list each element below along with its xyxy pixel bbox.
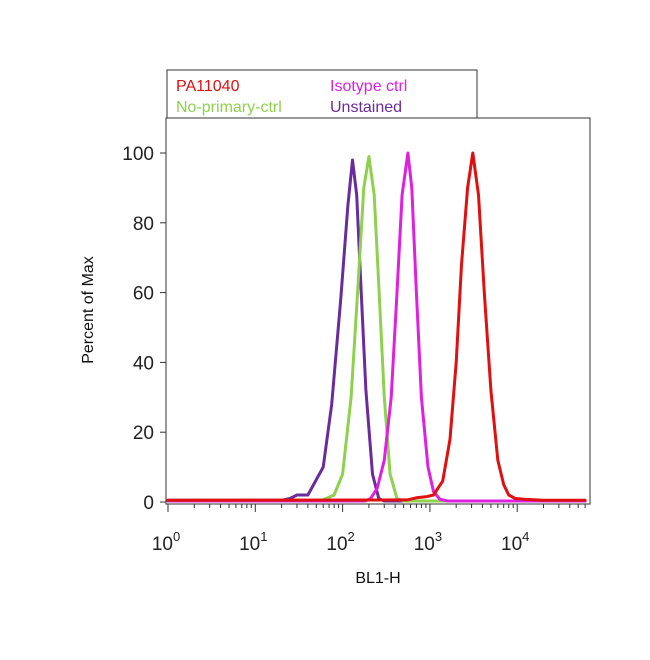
- legend-box: [166, 69, 478, 119]
- x-tick-label: 101: [239, 529, 267, 555]
- x-tick-label: 103: [414, 529, 442, 555]
- y-tick-label: 100: [122, 144, 154, 165]
- legend: PA11040 Isotype ctrl No-primary-ctrl Uns…: [166, 69, 478, 119]
- y-tick-label: 20: [133, 423, 154, 444]
- legend-entry-isotype-ctrl: Isotype ctrl: [330, 78, 407, 95]
- series-line-unstained: [166, 158, 587, 503]
- plot-area: [165, 117, 591, 505]
- x-tick-label: 100: [152, 529, 180, 555]
- series-layer: [166, 151, 587, 503]
- x-axis-label: BL1-H: [355, 570, 400, 587]
- y-tick-label: 60: [133, 284, 154, 305]
- series-line-pa11040: [166, 151, 587, 502]
- y-axis: 0 20 40 60 80 100: [122, 144, 166, 514]
- series-line-no-primary-ctrl: [166, 155, 587, 503]
- series-line-isotype-ctrl: [166, 151, 587, 503]
- legend-entry-pa11040: PA11040: [176, 78, 240, 95]
- legend-entry-unstained: Unstained: [330, 99, 402, 116]
- y-axis-label: Percent of Max: [80, 256, 97, 364]
- x-tick-label: 104: [501, 529, 529, 555]
- y-tick-label: 80: [133, 214, 154, 235]
- x-axis: 100 101 102 103 104: [152, 504, 586, 555]
- legend-entry-no-primary-ctrl: No-primary-ctrl: [176, 99, 282, 116]
- x-tick-label: 102: [326, 529, 354, 555]
- y-tick-label: 0: [143, 493, 154, 514]
- y-tick-label: 40: [133, 353, 154, 374]
